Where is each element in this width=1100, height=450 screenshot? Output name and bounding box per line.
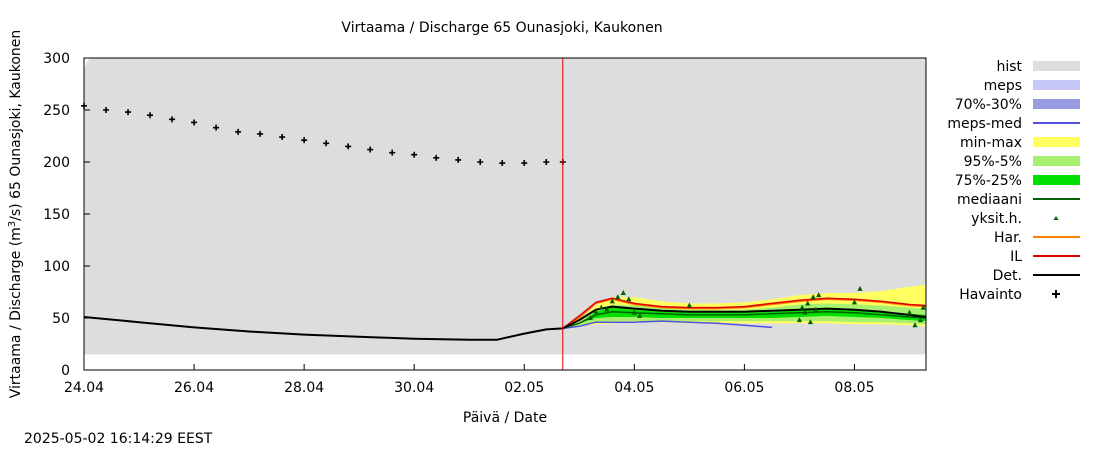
havainto-point bbox=[257, 130, 264, 137]
yksit-point bbox=[598, 304, 604, 310]
yksit-point bbox=[686, 302, 692, 308]
il-line bbox=[562, 297, 927, 329]
yksit-point bbox=[857, 285, 863, 291]
legend-label: 70%-30% bbox=[955, 97, 1022, 113]
havainto-point bbox=[499, 160, 506, 167]
yksit-point bbox=[912, 322, 918, 328]
y-tick-label: 150 bbox=[43, 207, 70, 223]
y-axis-label: Virtaama / Discharge (m3/s) 65 Ounasjoki… bbox=[7, 30, 24, 399]
y-tick-label: 50 bbox=[52, 311, 70, 327]
y-axis: 0 50 100 150 200 250 300 bbox=[43, 51, 90, 379]
yksit-point bbox=[813, 306, 819, 312]
hist-band bbox=[84, 58, 926, 355]
plot-area bbox=[81, 57, 927, 371]
legend-label: 75%-25% bbox=[955, 173, 1022, 189]
yksit-point bbox=[587, 315, 593, 320]
x-tick-label: 30.04 bbox=[394, 380, 434, 396]
havainto-point bbox=[125, 109, 132, 116]
x-tick-label: 28.04 bbox=[284, 380, 324, 396]
yksit-point bbox=[615, 294, 621, 300]
legend: hist meps 70%-30% meps-med min-max 95%-5% 75%-… bbox=[947, 59, 1080, 303]
havainto-point bbox=[103, 107, 110, 113]
yksit-point bbox=[920, 304, 926, 310]
legend-key-plus bbox=[1052, 290, 1060, 298]
havainto-point bbox=[279, 134, 286, 141]
havainto-point bbox=[345, 143, 352, 150]
havainto-point bbox=[389, 149, 396, 156]
y-axis-label-part2: /s) 65 Ounasjoki, Kaukonen bbox=[8, 30, 24, 221]
x-tick-label: 26.04 bbox=[174, 380, 214, 396]
y-tick-label: 250 bbox=[43, 103, 70, 119]
havainto-point bbox=[543, 159, 550, 165]
yksit-point bbox=[631, 309, 637, 315]
havainto-point bbox=[213, 124, 220, 131]
x-tick-label: 24.04 bbox=[64, 380, 104, 396]
har-line bbox=[562, 298, 927, 330]
x-axis: 24.04 26.04 28.04 30.04 02.05 04.05 06.05 08.05 bbox=[64, 364, 875, 396]
x-tick-label: 08.05 bbox=[834, 380, 874, 396]
havainto-point bbox=[235, 128, 242, 135]
y-tick-label: 100 bbox=[43, 259, 70, 275]
x-axis-label: Päivä / Date bbox=[463, 410, 547, 426]
havainto-point bbox=[477, 159, 484, 165]
legend-label: Havainto bbox=[959, 287, 1022, 303]
legend-key-box bbox=[1033, 175, 1080, 185]
legend-label: Det. bbox=[993, 268, 1022, 284]
havainto-point bbox=[147, 112, 154, 119]
havainto-point bbox=[521, 160, 528, 167]
y-tick-label: 200 bbox=[43, 155, 70, 171]
legend-key-box bbox=[1033, 156, 1080, 166]
y-tick-label: 300 bbox=[43, 51, 70, 67]
yksit-point bbox=[802, 309, 808, 315]
legend-key-box bbox=[1033, 99, 1080, 109]
yksit-point bbox=[796, 317, 803, 323]
yksit-point bbox=[851, 299, 858, 305]
havainto-point bbox=[191, 119, 198, 126]
havainto-point bbox=[411, 151, 418, 158]
yksit-point bbox=[906, 309, 913, 315]
meps-med-line bbox=[562, 320, 772, 330]
x-tick-label: 02.05 bbox=[504, 380, 544, 396]
yksit-point bbox=[810, 294, 816, 300]
y-tick-label: 0 bbox=[61, 363, 70, 379]
yksit-point bbox=[637, 312, 643, 318]
yksit-point bbox=[805, 300, 811, 306]
yksit-point bbox=[604, 306, 610, 312]
legend-key-box bbox=[1033, 137, 1080, 147]
havainto-point bbox=[301, 137, 308, 144]
yksit-point bbox=[799, 304, 805, 310]
legend-label: 95%-5% bbox=[964, 154, 1022, 170]
legend-label: meps-med bbox=[947, 116, 1022, 132]
legend-label: yksit.h. bbox=[971, 211, 1022, 227]
yksit-point bbox=[807, 319, 814, 325]
chart-title: Virtaama / Discharge 65 Ounasjoki, Kauko… bbox=[341, 20, 662, 36]
havainto-point bbox=[323, 140, 330, 147]
legend-label: meps bbox=[984, 78, 1022, 94]
yksit-point bbox=[917, 317, 924, 323]
legend-key-dot bbox=[1053, 216, 1059, 220]
havainto-point bbox=[455, 156, 462, 163]
yksit-point bbox=[593, 308, 599, 314]
legend-label: IL bbox=[1010, 249, 1022, 265]
legend-label: min-max bbox=[960, 135, 1022, 151]
yksit-point bbox=[626, 296, 632, 302]
legend-label: hist bbox=[996, 59, 1022, 75]
havainto-point bbox=[367, 146, 374, 153]
mediaani-line bbox=[562, 311, 927, 330]
y-axis-label-part1: Virtaama / Discharge (m bbox=[8, 227, 24, 398]
legend-key-box bbox=[1033, 61, 1080, 71]
legend-label: mediaani bbox=[957, 192, 1022, 208]
x-tick-label: 06.05 bbox=[724, 380, 764, 396]
y-axis-label-superscript: 3 bbox=[7, 221, 18, 227]
x-tick-label: 04.05 bbox=[614, 380, 654, 396]
yksit-point bbox=[609, 298, 615, 304]
legend-key-box bbox=[1033, 80, 1080, 90]
havainto-point bbox=[433, 154, 440, 161]
legend-label: Har. bbox=[994, 230, 1022, 246]
havainto-point bbox=[169, 116, 176, 123]
yksit-point bbox=[620, 290, 626, 296]
yksit-point bbox=[816, 292, 822, 298]
timestamp: 2025-05-02 16:14:29 EEST bbox=[24, 431, 213, 447]
